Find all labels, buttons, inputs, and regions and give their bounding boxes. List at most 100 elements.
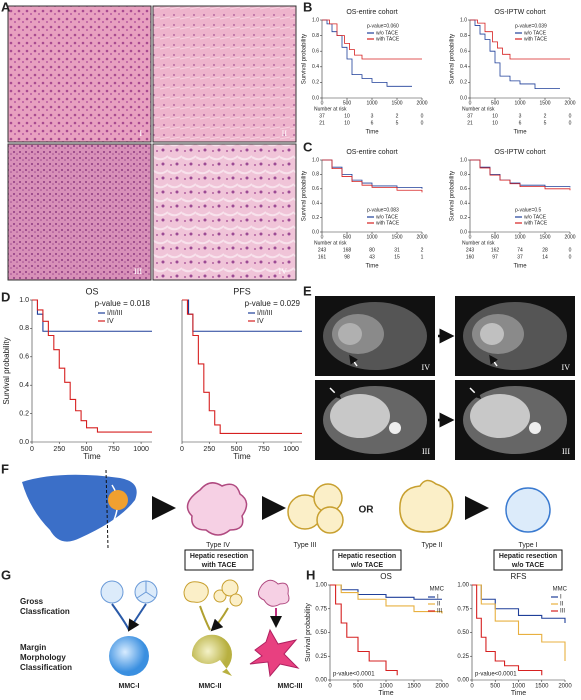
y-tick-label: 0.6 (312, 49, 319, 55)
risk-table-title: Number at risk (462, 240, 495, 246)
risk-count: 3 (371, 113, 374, 119)
x-axis-label: Time (365, 264, 379, 270)
legend-title: MMC (430, 587, 445, 593)
risk-count: 21 (319, 120, 325, 126)
panel-label: H (306, 567, 315, 582)
x-tick-label: 500 (343, 234, 352, 240)
y-axis-label: Survival probability (302, 34, 308, 84)
legend-label: IV (257, 318, 264, 325)
x-tick-label: 1500 (539, 234, 550, 240)
risk-count: 97 (492, 254, 498, 260)
y-tick-label: 0.2 (460, 80, 467, 86)
y-tick-label: 0.2 (19, 410, 29, 417)
risk-count: 2 (421, 247, 424, 253)
x-tick-label: 1500 (539, 100, 550, 106)
p-value: p-value=0.5 (515, 207, 541, 213)
type-label: Type III (294, 542, 317, 549)
y-tick-label: 0.8 (460, 172, 467, 178)
plot-title: OS-IPTW cohort (494, 149, 545, 156)
y-tick-label: 0.2 (312, 215, 319, 221)
y-tick-label: 0.4 (460, 64, 467, 70)
legend-label: w/o TACE (376, 214, 399, 220)
survival-curve (32, 299, 152, 433)
y-tick-label: 0.4 (460, 201, 467, 207)
box-text: w/o TACE (350, 562, 383, 569)
risk-count: 10 (344, 113, 350, 119)
risk-count: 0 (569, 254, 572, 260)
x-tick-label: 1000 (283, 446, 299, 453)
y-tick-label: 0.6 (460, 186, 467, 192)
panel-label: D (1, 289, 10, 304)
x-tick-label: 2000 (558, 684, 572, 690)
row-label: Gross (20, 597, 44, 606)
p-value: p-value<0.0001 (333, 672, 375, 678)
x-tick-label: 500 (81, 446, 93, 453)
risk-count: 161 (318, 254, 327, 260)
plot-title: OS-IPTW cohort (494, 9, 545, 16)
risk-count: 5 (396, 120, 399, 126)
y-tick-label: 0.50 (315, 630, 327, 636)
y-tick-label: 0.2 (312, 80, 319, 86)
y-tick-label: 1.0 (312, 17, 319, 23)
legend-label: III (560, 609, 565, 615)
plot-title: RFS (511, 572, 527, 581)
risk-count: 6 (519, 120, 522, 126)
histology-image (7, 143, 152, 281)
y-tick-label: 0.50 (457, 630, 469, 636)
x-tick-label: 250 (203, 446, 215, 453)
x-axis-label: Time (365, 130, 379, 136)
risk-count: 6 (371, 120, 374, 126)
y-tick-label: 1.0 (460, 17, 467, 23)
y-tick-label: 1.0 (312, 157, 319, 163)
survival-curve (472, 584, 543, 676)
y-tick-label: 0.8 (312, 172, 319, 178)
x-tick-label: 1500 (391, 234, 402, 240)
risk-count: 28 (542, 247, 548, 253)
x-axis-label: Time (513, 130, 527, 136)
panel-label: C (303, 139, 313, 154)
x-tick-label: 0 (469, 234, 472, 240)
risk-count: 10 (492, 113, 498, 119)
p-value: p-value=0.083 (367, 207, 399, 213)
plot-title: OS (380, 572, 392, 581)
survival-curve (322, 19, 412, 87)
risk-count: 31 (394, 247, 400, 253)
legend-label: I (560, 595, 562, 601)
x-tick-label: 0 (30, 446, 34, 453)
box-text: w/o TACE (511, 562, 544, 569)
y-tick-label: 0.75 (457, 606, 469, 612)
p-value: p-value = 0.018 (95, 299, 151, 308)
survival-curve (322, 19, 422, 60)
y-tick-label: 0.8 (460, 33, 467, 39)
survival-curve (330, 584, 398, 676)
x-axis-label: Time (511, 690, 526, 697)
y-tick-label: 0.4 (312, 201, 319, 207)
x-tick-label: 0 (180, 446, 184, 453)
x-tick-label: 2000 (564, 100, 575, 106)
y-tick-label: 0.6 (460, 49, 467, 55)
x-tick-label: 0 (470, 684, 474, 690)
panel-label: F (1, 461, 9, 476)
histology-image (7, 5, 152, 143)
legend-label: with TACE (524, 220, 548, 226)
x-tick-label: 1000 (514, 100, 525, 106)
legend-label: I/II/III (107, 310, 123, 317)
x-tick-label: 750 (108, 446, 120, 453)
plot-title: OS (85, 286, 98, 296)
histology-image (152, 5, 297, 143)
x-tick-label: 750 (258, 446, 270, 453)
x-tick-label: 500 (353, 684, 364, 690)
class-label: MMC-I (119, 683, 140, 690)
x-tick-label: 1000 (379, 684, 393, 690)
y-tick-label: 0.00 (457, 678, 469, 684)
row-label: Classfication (20, 607, 70, 616)
risk-count: 0 (569, 120, 572, 126)
image-label: III (134, 267, 142, 276)
classification: Gross Classfication Margin Morphology Cl… (20, 579, 302, 690)
p-value: p-value = 0.029 (245, 299, 301, 308)
x-tick-label: 500 (491, 234, 500, 240)
x-tick-label: 1000 (366, 100, 377, 106)
legend-label: w/o TACE (524, 30, 547, 36)
legend-label: II (560, 602, 564, 608)
tumor (108, 490, 128, 510)
